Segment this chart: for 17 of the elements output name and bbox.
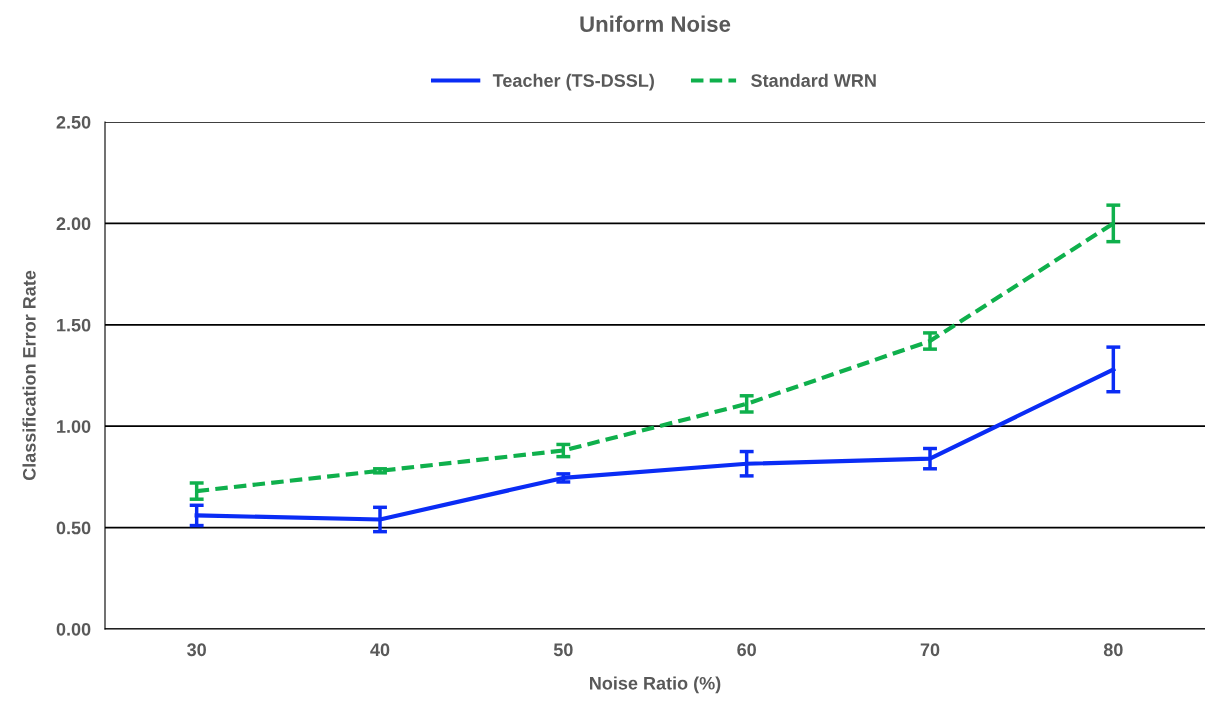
- y-tick-label: 0.00: [56, 622, 91, 636]
- y-tick-label: 2.50: [56, 115, 91, 129]
- x-axis-title: Noise Ratio (%): [590, 676, 721, 694]
- y-tick-label: 1.50: [57, 318, 91, 332]
- chart-title: Uniform Noise: [580, 15, 731, 32]
- y-tick-label: 1.00: [57, 420, 91, 433]
- x-tick-label: 60: [737, 643, 756, 657]
- y-tick-label: 2.00: [56, 217, 91, 231]
- x-tick-label: 70: [920, 643, 940, 657]
- y-tick-label: 0.50: [56, 521, 91, 535]
- x-tick-label: 30: [187, 643, 206, 657]
- legend-label: Standard WRN: [751, 73, 876, 87]
- x-tick-label: 50: [553, 643, 573, 657]
- x-tick-label: 80: [1103, 643, 1123, 657]
- y-axis-title: Classification Error Rate: [22, 270, 36, 481]
- x-tick-label: 40: [370, 643, 390, 657]
- legend-label: Teacher (TS-DSSL): [492, 73, 654, 91]
